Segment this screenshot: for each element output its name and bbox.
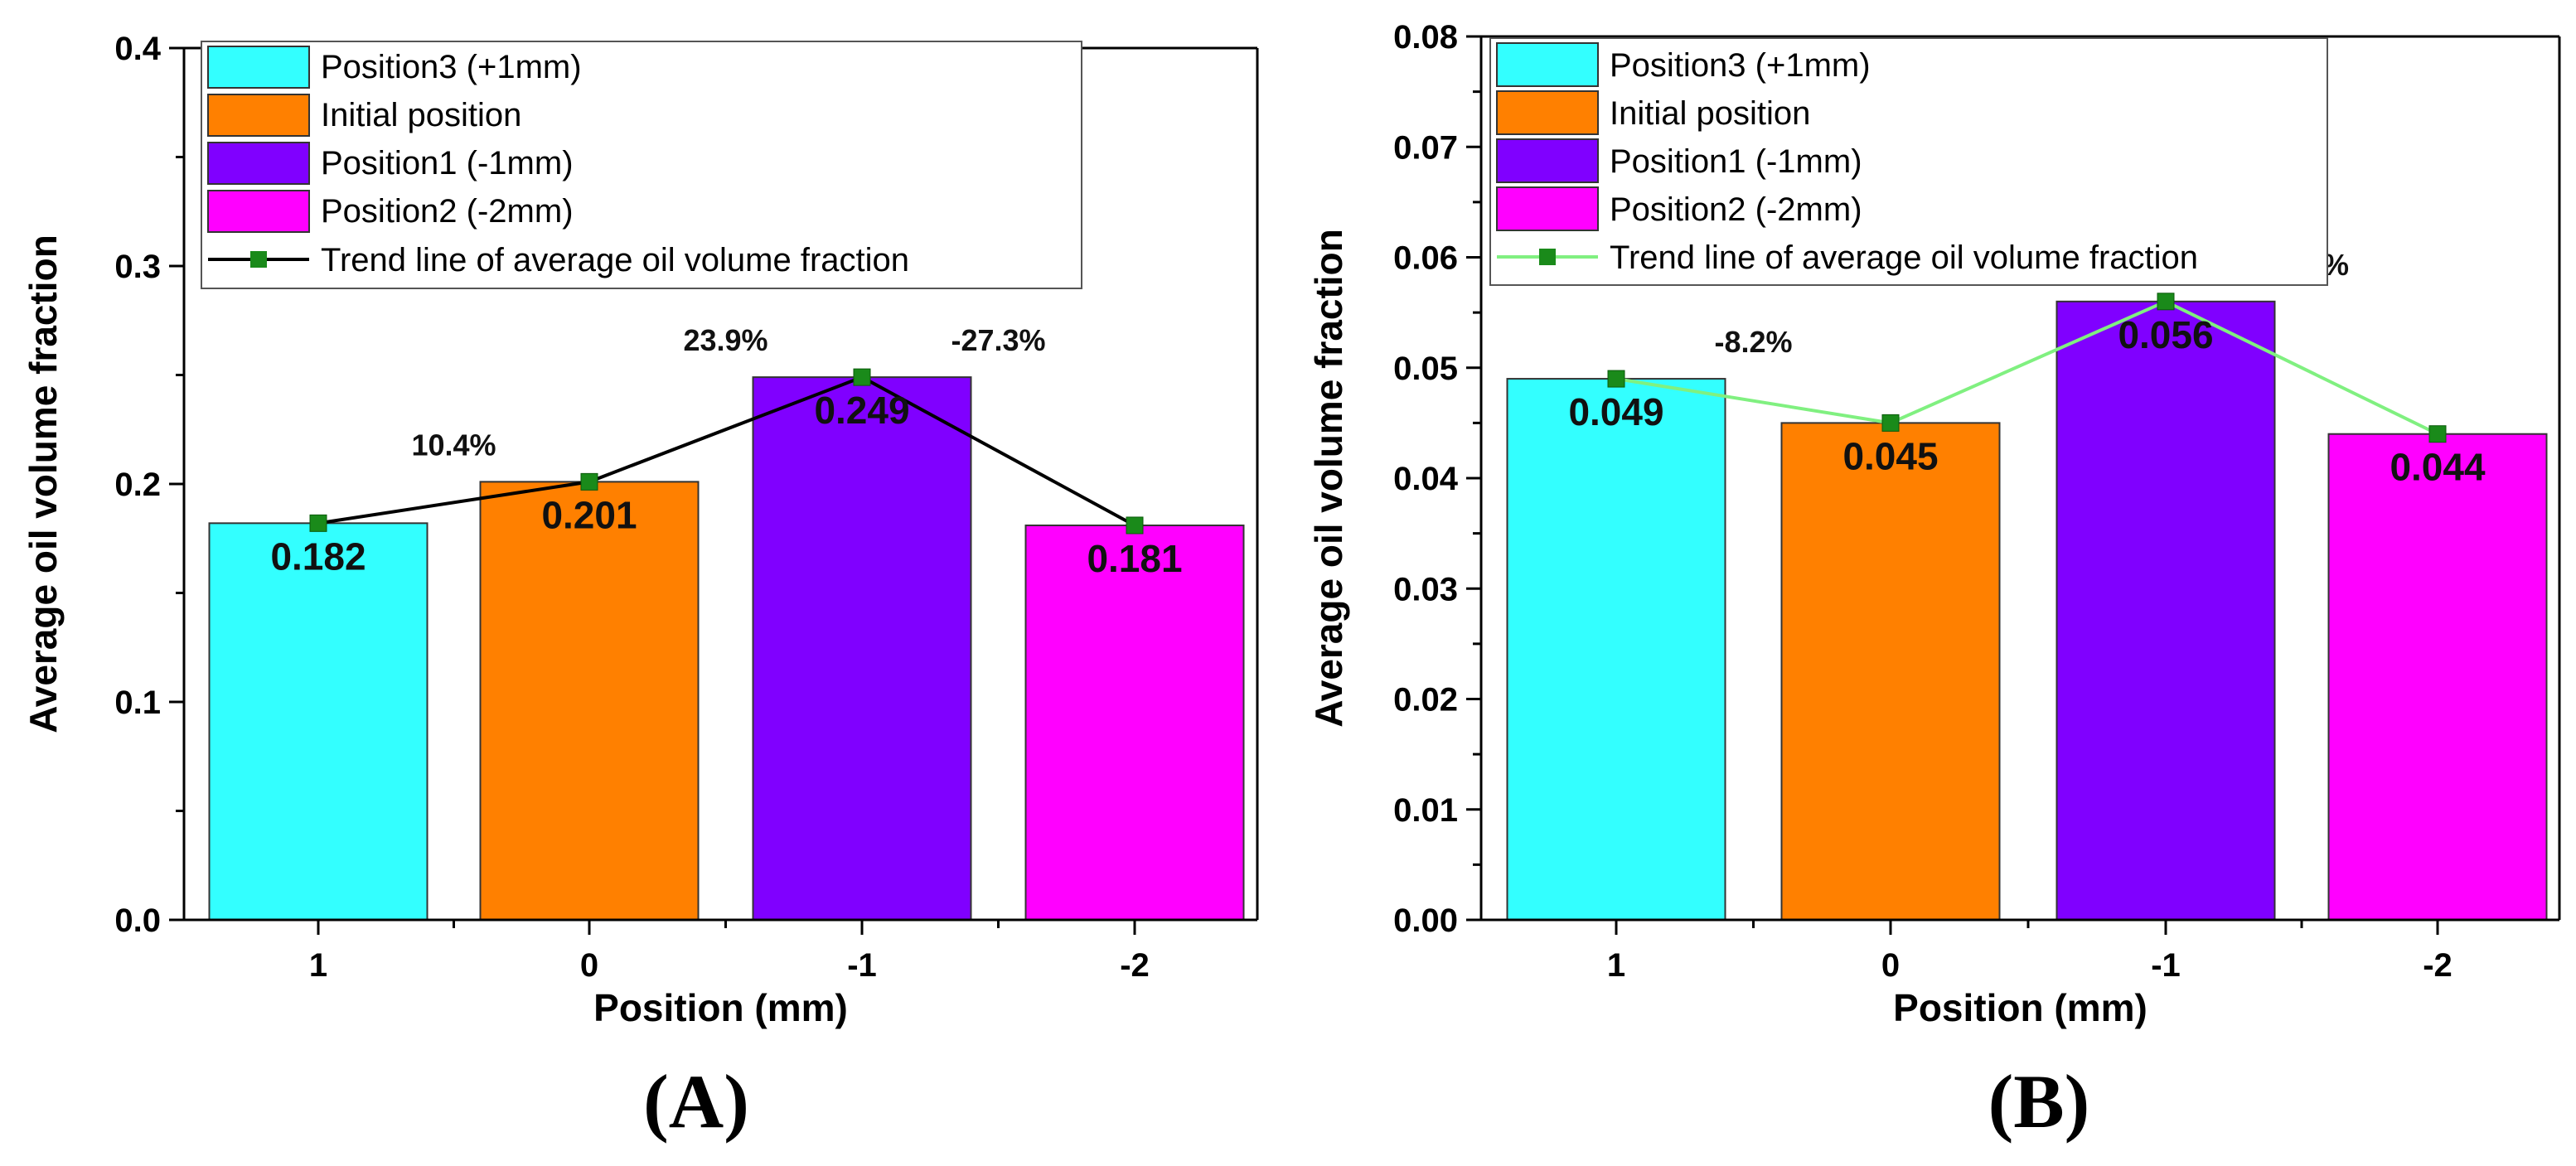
trend-change-label: -27.3%: [951, 323, 1045, 357]
y-tick-label: 0.1: [114, 685, 161, 721]
legend-box: [201, 41, 1082, 289]
x-tick-label: 1: [309, 947, 327, 984]
y-tick-label: 0.3: [114, 249, 161, 285]
trend-marker-2: [853, 368, 871, 386]
legend-label: Initial position: [1610, 95, 1810, 132]
bar-3: [2327, 433, 2548, 921]
legend-label: Position3 (+1mm): [1610, 47, 1871, 84]
legend-label: Initial position: [321, 97, 521, 133]
legend-box: [1489, 37, 2328, 286]
y-tick-label: 0.00: [1393, 902, 1458, 939]
y-tick-label: 0.02: [1393, 682, 1458, 718]
legend-label: Position3 (+1mm): [321, 49, 582, 85]
bar-1: [479, 481, 700, 921]
bar-value-label: 0.049: [1568, 390, 1663, 433]
x-tick-label: -1: [2151, 947, 2181, 984]
bar-2: [752, 376, 972, 921]
legend-trend-marker: [250, 251, 267, 268]
bar-0: [208, 522, 429, 922]
trend-change-label: -8.2%: [1714, 325, 1792, 359]
legend-swatch-0: [1496, 42, 1599, 87]
y-tick-label: 0.04: [1393, 461, 1459, 497]
y-tick-label: 0.0: [114, 902, 161, 939]
trend-marker-1: [1881, 414, 1900, 432]
bar-value-label: 0.045: [1842, 434, 1938, 477]
trend-marker-3: [2428, 425, 2447, 443]
legend-label: Position2 (-2mm): [1610, 191, 1862, 228]
bar-value-label: 0.201: [541, 493, 637, 536]
y-tick-label: 0.06: [1393, 240, 1458, 277]
trend-change-label: 23.9%: [683, 323, 767, 357]
trend-change-label: 10.4%: [411, 428, 496, 462]
y-tick-label: 0.01: [1393, 792, 1458, 829]
panel-label: (A): [643, 1059, 749, 1144]
x-tick-label: 0: [1881, 947, 1900, 984]
panel-label: (B): [1988, 1059, 2090, 1144]
bar-value-label: 0.181: [1087, 537, 1182, 580]
bar-value-label: 0.182: [270, 535, 366, 578]
trend-marker-0: [309, 514, 327, 532]
x-tick-label: -2: [1120, 947, 1150, 984]
bar-3: [1024, 524, 1245, 921]
x-tick-label: 0: [580, 947, 598, 984]
x-axis-title: Position (mm): [593, 986, 848, 1029]
y-tick-label: 0.4: [114, 31, 161, 67]
bar-value-label: 0.249: [814, 389, 909, 432]
legend-swatch-3: [1496, 186, 1599, 231]
bar-2: [2055, 300, 2276, 921]
legend-swatch-0: [207, 46, 310, 89]
legend-swatch-1: [207, 94, 310, 137]
legend-label: Position2 (-2mm): [321, 193, 574, 230]
y-axis-title: Average oil volume fraction: [22, 235, 65, 733]
trend-marker-1: [580, 472, 598, 491]
trend-marker-0: [1607, 370, 1625, 388]
x-tick-label: 1: [1607, 947, 1625, 984]
trend-marker-3: [1126, 516, 1144, 535]
bar-0: [1506, 378, 1726, 921]
y-tick-label: 0.05: [1393, 351, 1458, 387]
legend-label: Position1 (-1mm): [1610, 143, 1862, 180]
chart-panel-a: 0.0 0.1 0.2 0.3 0.4 1 0 -1 -2 Position (mm) Averag…: [22, 31, 1259, 1144]
x-tick-label: -1: [847, 947, 877, 984]
chart-panel-b: 0.00 0.01 0.02 0.03 0.04 0.05 0.06 0.07 0.08 1 0 -1…: [1307, 19, 2561, 1144]
bar-value-label: 0.044: [2390, 446, 2486, 489]
trend-line: [1615, 299, 2438, 436]
legend-trend-marker: [1539, 249, 1556, 265]
trend-line: [317, 375, 1135, 527]
legend-swatch-1: [1496, 90, 1599, 135]
bar-value-label: 0.056: [2118, 313, 2213, 356]
x-axis-title: Position (mm): [1893, 986, 2147, 1029]
trend-marker-2: [2157, 293, 2175, 311]
x-tick-label: -2: [2423, 947, 2453, 984]
legend-swatch-2: [1496, 138, 1599, 183]
bar-1: [1780, 422, 2001, 921]
legend-label: Trend line of average oil volume fractio…: [321, 242, 909, 278]
legend-label: Trend line of average oil volume fractio…: [1610, 239, 2198, 276]
y-tick-label: 0.07: [1393, 129, 1458, 166]
legend-label: Position1 (-1mm): [321, 145, 574, 181]
y-tick-label: 0.2: [114, 467, 161, 503]
y-axis-title: Average oil volume fraction: [1307, 229, 1350, 728]
y-tick-label: 0.03: [1393, 571, 1458, 607]
legend-swatch-2: [207, 142, 310, 185]
legend-swatch-3: [207, 190, 310, 233]
y-tick-label: 0.08: [1393, 19, 1458, 56]
